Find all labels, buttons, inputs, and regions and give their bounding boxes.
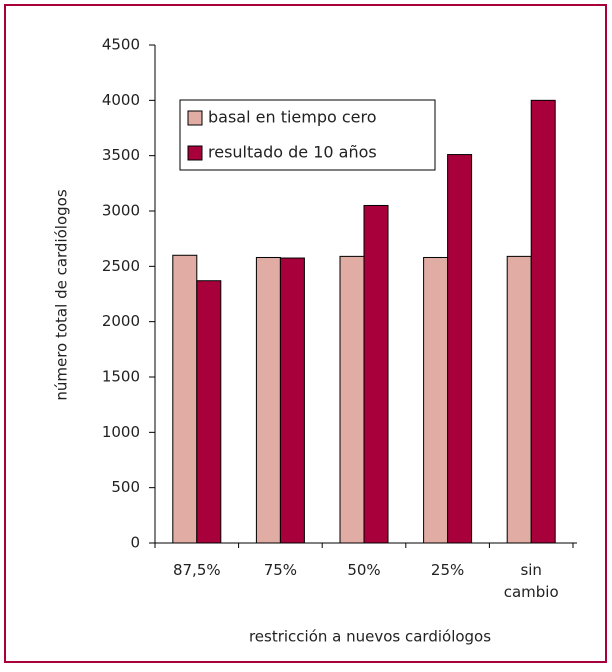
x-tick-label: 50% <box>347 561 381 579</box>
bar <box>255 256 281 544</box>
bar <box>339 255 365 544</box>
y-tick-label: 2500 <box>102 257 140 275</box>
y-tick-label: 2000 <box>102 312 140 330</box>
bar <box>530 99 556 544</box>
x-tick-label: sin cambio <box>503 561 559 601</box>
x-tick-label-box: 75% <box>263 561 298 579</box>
y-axis-title: número total de cardiólogos <box>53 189 71 400</box>
x-tick-label: 25% <box>430 561 465 579</box>
x-tick-label-box: 50% <box>347 561 381 579</box>
y-tick-label: 3000 <box>102 202 140 220</box>
y-tick-label: 3500 <box>102 146 140 164</box>
legend-swatch <box>187 145 203 161</box>
bar <box>196 280 222 544</box>
bar <box>423 256 449 544</box>
y-tick-label: 1500 <box>102 368 140 386</box>
y-tick-label: 500 <box>111 478 140 496</box>
bar <box>172 254 198 544</box>
x-tick-label-box: 25% <box>430 561 465 579</box>
y-tick-label: 4000 <box>102 91 140 109</box>
x-tick-label: 87,5% <box>172 561 221 579</box>
x-tick-label-box: sin cambio <box>503 561 559 601</box>
legend-box <box>179 99 436 171</box>
legend-swatch <box>187 110 203 126</box>
bar <box>363 204 389 544</box>
legend-label: resultado de 10 años <box>208 143 377 162</box>
bar <box>447 154 473 544</box>
x-tick-label: 75% <box>263 561 298 579</box>
frame <box>4 4 607 663</box>
y-tick-label: 1000 <box>102 423 140 441</box>
x-axis-title: restricción a nuevos cardiólogos <box>249 628 491 646</box>
legend-label: basal en tiempo cero <box>208 108 377 127</box>
y-tick-label: 4500 <box>102 36 140 54</box>
x-tick-label-box: 87,5% <box>172 561 221 579</box>
y-tick-label: 0 <box>130 534 140 552</box>
bar <box>279 257 305 544</box>
bar <box>506 255 532 544</box>
